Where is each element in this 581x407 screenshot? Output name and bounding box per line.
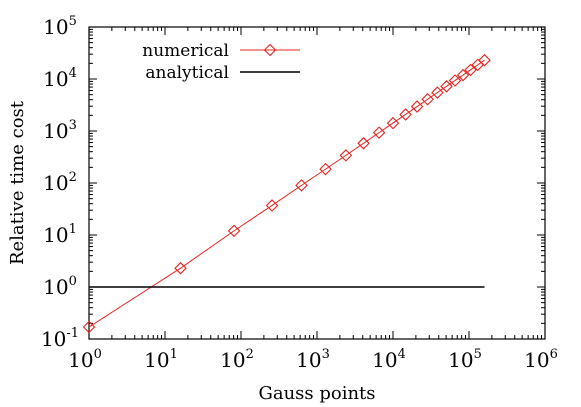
x-tick-label: 101 (144, 347, 178, 372)
legend-marker (263, 43, 277, 57)
y-tick-label: 100 (43, 274, 77, 299)
data-point-numerical (319, 162, 332, 176)
data-point-numerical (227, 224, 241, 238)
series-line-numerical (88, 59, 485, 328)
legend-label: numerical (142, 41, 229, 61)
y-tick-label: 103 (43, 118, 77, 143)
data-point-numerical (464, 63, 477, 77)
y-tick-label: 102 (43, 170, 77, 195)
y-tick-label: 101 (43, 222, 77, 247)
data-point-numerical (448, 74, 462, 87)
data-point-numerical (456, 68, 470, 82)
x-tick-label: 102 (220, 347, 254, 372)
y-tick-label: 10-1 (41, 326, 79, 351)
data-point-numerical (295, 179, 308, 192)
data-point-numerical (421, 92, 434, 106)
x-tick-label: 100 (68, 347, 102, 372)
data-point-numerical (265, 199, 279, 212)
x-tick-label: 106 (524, 347, 558, 372)
ticks (88, 26, 546, 340)
data-point-numerical (174, 261, 187, 275)
y-axis-title: Relative time cost (7, 100, 28, 265)
data-point-numerical (440, 80, 453, 93)
data-point-numerical (478, 53, 491, 67)
legend-label: analytical (145, 63, 229, 83)
data-point-numerical (410, 100, 424, 113)
series (82, 53, 491, 334)
y-tick-label: 105 (43, 14, 77, 39)
tick-labels: 100 101 102 103 104 105 10610-1100101102103104… (41, 14, 558, 372)
y-tick-label: 104 (43, 66, 77, 91)
data-point-numerical (372, 126, 386, 139)
x-tick-label: 105 (448, 347, 482, 372)
x-tick-label: 104 (372, 347, 406, 372)
data-point-numerical (82, 320, 96, 334)
data-point-numerical (431, 86, 444, 99)
x-axis-title: Gauss points (258, 383, 375, 404)
data-point-numerical (386, 116, 400, 130)
x-tick-label: 103 (296, 347, 330, 372)
data-point-numerical (339, 149, 353, 162)
data-point-numerical (399, 108, 412, 121)
data-point-numerical (357, 137, 370, 150)
